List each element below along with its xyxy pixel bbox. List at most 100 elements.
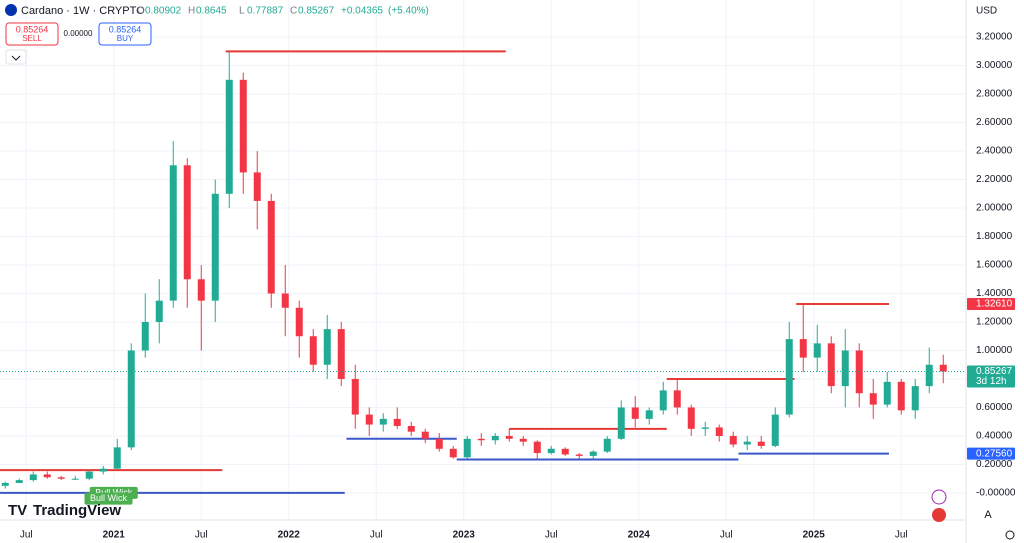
y-tick-label: 2.60000: [976, 117, 1013, 128]
x-tick-label: 2022: [278, 530, 301, 541]
x-tick-label: 2023: [453, 530, 476, 541]
y-tick-label: 3.00000: [976, 60, 1013, 71]
candle-body: [281, 293, 289, 308]
collapse-button[interactable]: [5, 49, 27, 65]
y-tick-label: 1.00000: [976, 345, 1013, 356]
candle-body: [813, 343, 821, 358]
y-tick-label: 2.00000: [976, 203, 1013, 214]
x-tick-label: 2024: [628, 530, 651, 541]
symbol[interactable]: Cardano · 1W · CRYPTO: [21, 5, 145, 17]
candle-body: [869, 393, 877, 405]
candle-body: [337, 329, 345, 379]
y-tick-label: 0.20000: [976, 459, 1013, 470]
candle-body: [491, 435, 499, 441]
candle-body: [477, 438, 485, 441]
candle-body: [743, 441, 751, 445]
flag-icon[interactable]: [932, 508, 946, 522]
candle-body: [603, 438, 611, 452]
ohlc: O 0.80902 H 0.8645 L 0.77887 C 0.85267 +0.04365 (…: [137, 6, 429, 17]
y-tick-label: 1.60000: [976, 260, 1013, 271]
ohlc-label: C: [290, 6, 297, 17]
candle-body: [617, 407, 625, 439]
candle-body: [897, 381, 905, 411]
ai-icon[interactable]: [931, 489, 947, 505]
x-tick-label: Jul: [195, 530, 208, 541]
candle-body: [883, 381, 891, 405]
settings-icon[interactable]: [1005, 530, 1015, 540]
price-label-sub: 3d 12h: [976, 376, 1007, 387]
buy-button[interactable]: [98, 22, 152, 46]
candle-body: [197, 279, 205, 301]
price-axis: -0.000000.200000.400000.600000.800001.00…: [20, 32, 1016, 541]
candle-body: [561, 448, 569, 455]
candle-body: [827, 343, 835, 387]
candle-body: [925, 364, 933, 387]
candle-body: [939, 364, 947, 372]
y-tick-label: 2.80000: [976, 89, 1013, 100]
x-tick-label: Jul: [370, 530, 383, 541]
x-tick-label: Jul: [20, 530, 33, 541]
y-tick-label: 2.40000: [976, 146, 1013, 157]
buy-label: BUY: [117, 34, 134, 43]
candle-body: [43, 474, 51, 478]
candle-body: [351, 378, 359, 415]
ohlc-label: O: [137, 6, 145, 17]
candle-body: [57, 477, 65, 479]
ohlc-value: 0.85267: [298, 6, 335, 17]
candle-body: [71, 478, 79, 480]
candle-body: [239, 79, 247, 173]
candle-body: [771, 414, 779, 446]
buy-price: 0.85264: [109, 24, 142, 34]
grid: [0, 0, 966, 520]
brand-logo: TV: [8, 502, 27, 519]
currency[interactable]: USD: [976, 6, 997, 17]
candle-body: [379, 418, 387, 425]
candle-body: [673, 390, 681, 408]
price-label: 1.32610: [976, 299, 1013, 310]
y-tick-label: 0.60000: [976, 402, 1013, 413]
candle-body: [757, 441, 765, 446]
candle-body: [323, 329, 331, 365]
candle-body: [85, 471, 93, 479]
candle-body: [645, 410, 653, 419]
candle-body: [547, 448, 555, 454]
price-label-box: [967, 298, 1015, 311]
price-label: 0.85267: [976, 366, 1013, 377]
candle-body: [267, 200, 275, 294]
ohlc-value: 0.8645: [196, 6, 227, 17]
chevron-icon: [11, 55, 21, 61]
candle-body: [575, 454, 583, 456]
candle-body: [911, 386, 919, 411]
candle-body: [295, 307, 303, 337]
candle-body: [309, 336, 317, 365]
symbol-icon: [5, 4, 17, 16]
y-tick-label: 0.40000: [976, 431, 1013, 442]
y-tick-label: 1.80000: [976, 231, 1013, 242]
candle-body: [15, 480, 23, 483]
x-tick-label: Jul: [895, 530, 908, 541]
annotation-box: [84, 492, 133, 505]
sell-button[interactable]: [5, 22, 59, 46]
price-label-box: [967, 365, 1015, 388]
candle-body: [1, 482, 9, 486]
candle-body: [659, 390, 667, 411]
y-tick-label: 2.20000: [976, 174, 1013, 185]
annotation: Bull Wick: [90, 493, 128, 503]
candle-body: [855, 350, 863, 394]
candle-body: [631, 407, 639, 419]
y-tick-label: -0.00000: [976, 488, 1016, 499]
candle-body: [99, 468, 107, 472]
candle-body: [533, 441, 541, 454]
candle-body: [421, 431, 429, 439]
scale-mode[interactable]: A: [984, 509, 992, 521]
ohlc-label: H: [188, 6, 195, 17]
candle-body: [715, 427, 723, 436]
candle-body: [589, 451, 597, 456]
candle-body: [29, 474, 37, 481]
x-tick-label: 2021: [103, 530, 126, 541]
y-tick-label: 3.20000: [976, 32, 1013, 43]
change: +0.04365: [341, 6, 383, 17]
candle-body: [519, 438, 527, 442]
